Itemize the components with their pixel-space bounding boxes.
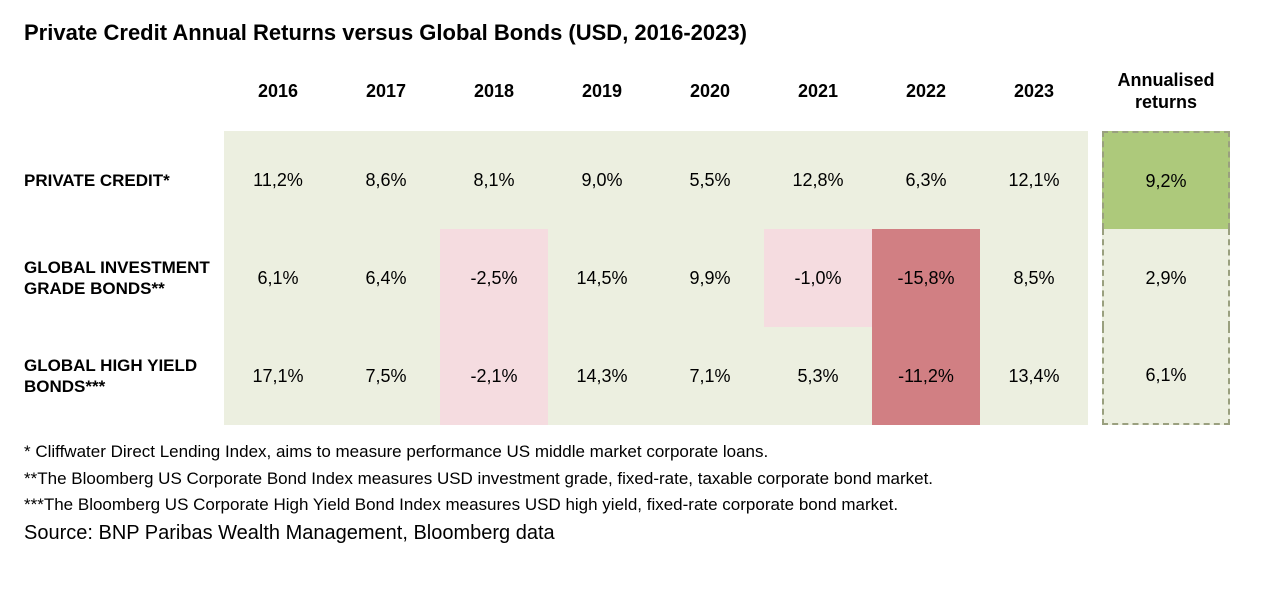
row-label: PRIVATE CREDIT*: [24, 131, 224, 229]
gap: [1088, 229, 1102, 327]
data-cell: 11,2%: [224, 131, 332, 229]
col-header-2018: 2018: [440, 64, 548, 131]
data-cell: 13,4%: [980, 327, 1088, 425]
col-header-2022: 2022: [872, 64, 980, 131]
annualised-cell: 9,2%: [1102, 131, 1230, 229]
data-cell: 8,6%: [332, 131, 440, 229]
data-cell: 5,3%: [764, 327, 872, 425]
col-header-annualised: Annualised returns: [1102, 64, 1230, 131]
data-cell: -11,2%: [872, 327, 980, 425]
footnote-1: * Cliffwater Direct Lending Index, aims …: [24, 439, 1256, 465]
data-cell: 7,1%: [656, 327, 764, 425]
table-corner: [24, 64, 224, 131]
row-label: GLOBAL HIGH YIELD BONDS***: [24, 327, 224, 425]
data-cell: 7,5%: [332, 327, 440, 425]
col-header-2019: 2019: [548, 64, 656, 131]
returns-table: 20162017201820192020202120222023Annualis…: [24, 64, 1256, 425]
col-header-2020: 2020: [656, 64, 764, 131]
row-label: GLOBAL INVESTMENT GRADE BONDS**: [24, 229, 224, 327]
gap: [1088, 64, 1102, 131]
chart-title: Private Credit Annual Returns versus Glo…: [24, 20, 1256, 46]
data-cell: -15,8%: [872, 229, 980, 327]
data-cell: 6,3%: [872, 131, 980, 229]
gap: [1088, 131, 1102, 229]
data-cell: 9,0%: [548, 131, 656, 229]
data-cell: 9,9%: [656, 229, 764, 327]
data-cell: -2,5%: [440, 229, 548, 327]
data-cell: 17,1%: [224, 327, 332, 425]
col-header-2017: 2017: [332, 64, 440, 131]
footnotes: * Cliffwater Direct Lending Index, aims …: [24, 439, 1256, 518]
annualised-cell: 2,9%: [1102, 229, 1230, 327]
data-cell: 8,1%: [440, 131, 548, 229]
source-line: Source: BNP Paribas Wealth Management, B…: [24, 522, 1256, 545]
data-cell: 6,1%: [224, 229, 332, 327]
data-cell: 12,1%: [980, 131, 1088, 229]
data-cell: 14,5%: [548, 229, 656, 327]
annualised-cell: 6,1%: [1102, 327, 1230, 425]
col-header-2016: 2016: [224, 64, 332, 131]
data-cell: 6,4%: [332, 229, 440, 327]
data-cell: -1,0%: [764, 229, 872, 327]
gap: [1088, 327, 1102, 425]
footnote-2: **The Bloomberg US Corporate Bond Index …: [24, 466, 1256, 492]
data-cell: 14,3%: [548, 327, 656, 425]
col-header-2021: 2021: [764, 64, 872, 131]
col-header-2023: 2023: [980, 64, 1088, 131]
data-cell: 8,5%: [980, 229, 1088, 327]
data-cell: -2,1%: [440, 327, 548, 425]
data-cell: 12,8%: [764, 131, 872, 229]
footnote-3: ***The Bloomberg US Corporate High Yield…: [24, 492, 1256, 518]
data-cell: 5,5%: [656, 131, 764, 229]
